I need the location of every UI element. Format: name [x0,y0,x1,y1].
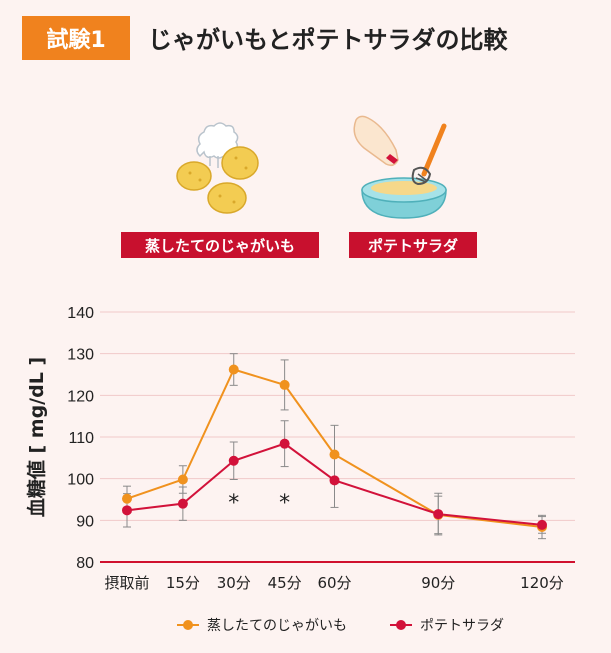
data-point-steamed-potato [279,379,290,390]
potato-1 [176,161,212,191]
data-point-potato-salad [433,509,444,520]
x-tick-label: 60分 [317,574,351,592]
data-point-potato-salad [228,455,239,466]
data-point-steamed-potato [228,364,239,375]
data-point-potato-salad [329,475,340,486]
data-point-potato-salad [537,519,547,530]
significance-marker: * [279,491,290,516]
label-steamed-potato: 蒸したてのじゃがいも [121,232,319,258]
data-point-potato-salad [177,498,188,509]
potato-3 [207,182,247,214]
data-point-potato-salad [122,505,132,516]
data-point-steamed-potato [122,493,132,504]
label-potato-salad: ポテトサラダ [349,232,477,258]
legend-marker [396,620,406,630]
y-tick-label: 90 [76,513,94,530]
potato-2 [221,146,259,180]
steamed-potatoes-icon [176,122,259,214]
test-badge: 試験1 [22,16,130,60]
legend-label: 蒸したてのじゃがいも [207,618,347,634]
significance-marker: * [228,491,239,516]
legend-marker [183,620,193,630]
data-point-steamed-potato [329,449,340,460]
legend-label: ポテトサラダ [420,618,504,634]
y-axis-label: 血糖値 [ mg/dL ] [25,357,48,517]
y-tick-label: 120 [67,388,94,405]
y-tick-label: 130 [67,347,94,364]
y-tick-label: 110 [68,430,94,447]
page-title: じゃがいもとポテトサラダの比較 [148,26,508,54]
y-tick-label: 100 [67,472,94,489]
x-tick-label: 120分 [520,574,564,592]
x-tick-label: 90分 [421,574,455,592]
potato-salad-bowl-icon [353,115,447,219]
x-tick-label: 30分 [217,574,251,592]
x-tick-label: 45分 [268,574,302,592]
potato-masher-icon [411,123,447,186]
y-tick-label: 80 [76,555,94,572]
x-tick-label: 15分 [166,574,200,592]
x-tick-label: 摂取前 [104,574,149,592]
data-point-potato-salad [279,438,290,449]
mayonnaise-bottle-icon [353,115,399,167]
data-point-steamed-potato [177,474,188,485]
y-tick-label: 140 [67,305,94,322]
